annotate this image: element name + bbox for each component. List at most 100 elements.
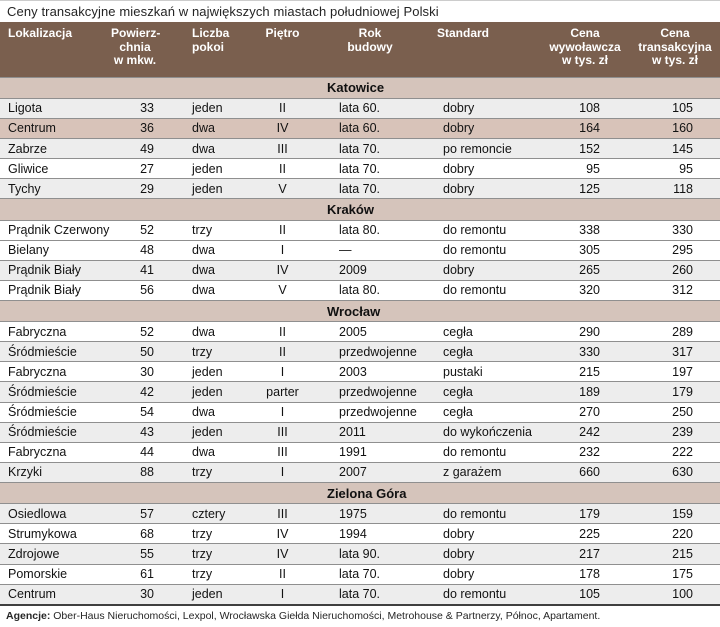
section-row-zielona-gora: Zielona Góra: [0, 482, 720, 504]
cell-cena-transakcyjna: 295: [672, 243, 693, 258]
cell-pietro: II: [279, 344, 286, 359]
cell-cena-wywolawcza: 152: [579, 141, 600, 156]
cell-pietro: III: [277, 445, 288, 460]
cell-pietro: III: [277, 506, 288, 521]
cell-lokalizacja: Fabryczna: [8, 364, 67, 379]
cell-rok-budowy: lata 70.: [339, 141, 381, 156]
cell-pietro: III: [277, 425, 288, 440]
cell-powierzchnia: 33: [140, 101, 154, 116]
cell-rok-budowy: lata 70.: [339, 587, 381, 602]
cell-cena-wywolawcza: 305: [579, 243, 600, 258]
cell-pietro: I: [280, 587, 285, 602]
cell-lokalizacja: Zdrojowe: [8, 546, 60, 561]
cell-cena-transakcyjna: 159: [672, 506, 693, 521]
cell-cena-transakcyjna: 145: [672, 141, 693, 156]
cell-powierzchnia: 88: [140, 465, 154, 480]
cell-cena-wywolawcza: 178: [579, 567, 600, 582]
source-note: Agencje: Ober-Haus Nieruchomości, Lexpol…: [0, 606, 720, 626]
cell-liczba-pokoi: dwa: [192, 283, 215, 298]
cell-liczba-pokoi: dwa: [192, 324, 215, 339]
table-header: Lokalizacja Powierz- chnia w mkw. Liczba p…: [0, 22, 720, 77]
column-header-lokalizacja: Lokalizacja: [8, 26, 73, 40]
cell-pietro: II: [279, 223, 286, 238]
cell-standard: dobry: [443, 567, 475, 582]
cell-cena-wywolawcza: 215: [579, 364, 600, 379]
cell-cena-transakcyjna: 317: [672, 344, 693, 359]
cell-powierzchnia: 36: [140, 121, 154, 136]
cell-pietro: IV: [276, 121, 289, 136]
cell-cena-wywolawcza: 290: [579, 324, 600, 339]
cell-cena-wywolawcza: 225: [579, 526, 600, 541]
cell-lokalizacja: Centrum: [8, 587, 56, 602]
column-header-pietro: Piętro: [265, 26, 300, 40]
cell-powierzchnia: 52: [140, 223, 154, 238]
cell-pietro: I: [280, 405, 285, 420]
cell-standard: dobry: [443, 181, 475, 196]
cell-powierzchnia: 48: [140, 243, 154, 258]
cell-lokalizacja: Ligota: [8, 101, 43, 116]
column-header-powierzchnia: Powierz- chnia w mkw.: [111, 26, 161, 67]
cell-liczba-pokoi: dwa: [192, 121, 215, 136]
cell-standard: cegła: [443, 405, 473, 420]
cell-standard: do remontu: [443, 506, 507, 521]
cell-pietro: parter: [266, 385, 299, 400]
cell-cena-wywolawcza: 232: [579, 445, 600, 460]
table-row: Fabryczna 30 jeden I 2003 pustaki 215 197: [0, 361, 720, 382]
header-row: Lokalizacja Powierz- chnia w mkw. Liczba p…: [0, 22, 720, 77]
cell-pietro: I: [280, 243, 285, 258]
table-row: Ligota 33 jeden II lata 60. dobry 108 105: [0, 98, 720, 119]
table-row: Śródmieście 42 jeden parter przedwojenne cegł…: [0, 381, 720, 403]
cell-rok-budowy: 2009: [339, 263, 367, 278]
cell-pietro: I: [280, 364, 285, 379]
cell-powierzchnia: 54: [140, 405, 154, 420]
cell-rok-budowy: lata 80.: [339, 223, 381, 238]
cell-rok-budowy: lata 90.: [339, 546, 381, 561]
section-row-katowice: Katowice: [0, 77, 720, 99]
table-row: Strumykowa 68 trzy IV 1994 dobry 225 220: [0, 523, 720, 544]
cell-standard: dobry: [443, 526, 475, 541]
cell-liczba-pokoi: dwa: [192, 405, 215, 420]
cell-powierzchnia: 30: [140, 364, 154, 379]
table-row: Pomorskie 61 trzy II lata 70. dobry 178 175: [0, 564, 720, 585]
cell-liczba-pokoi: trzy: [192, 223, 213, 238]
cell-lokalizacja: Prądnik Biały: [8, 283, 81, 298]
cell-rok-budowy: —: [339, 243, 352, 258]
cell-cena-transakcyjna: 160: [672, 121, 693, 136]
column-header-rok-budowy: Rok budowy: [347, 26, 393, 54]
cell-rok-budowy: 1991: [339, 445, 367, 460]
table-row: Zabrze 49 dwa III lata 70. po remoncie 152 145: [0, 138, 720, 159]
table-row: Fabryczna 44 dwa III 1991 do remontu 232 222: [0, 442, 720, 463]
cell-rok-budowy: przedwojenne: [339, 385, 417, 400]
cell-rok-budowy: 2011: [339, 425, 366, 440]
page-title: Ceny transakcyjne mieszkań w największyc…: [7, 4, 439, 19]
cell-standard: po remoncie: [443, 141, 512, 156]
cell-liczba-pokoi: trzy: [192, 526, 213, 541]
cell-standard: cegła: [443, 385, 473, 400]
table-row: Krzyki 88 trzy I 2007 z garażem 660 630: [0, 462, 720, 483]
cell-standard: do remontu: [443, 587, 507, 602]
cell-liczba-pokoi: trzy: [192, 344, 213, 359]
cell-lokalizacja: Śródmieście: [8, 344, 77, 359]
cell-standard: pustaki: [443, 364, 483, 379]
cell-cena-transakcyjna: 222: [672, 445, 693, 460]
cell-pietro: II: [279, 161, 286, 176]
cell-cena-transakcyjna: 630: [672, 465, 693, 480]
cell-rok-budowy: przedwojenne: [339, 405, 417, 420]
cell-cena-transakcyjna: 220: [672, 526, 693, 541]
cell-liczba-pokoi: jeden: [192, 181, 223, 196]
cell-standard: cegła: [443, 324, 473, 339]
cell-liczba-pokoi: jeden: [192, 385, 223, 400]
cell-pietro: III: [277, 141, 288, 156]
cell-pietro: IV: [276, 546, 289, 561]
section-title: Katowice: [0, 77, 720, 99]
cell-pietro: I: [280, 465, 285, 480]
cell-cena-wywolawcza: 265: [579, 263, 600, 278]
cell-standard: dobry: [443, 546, 475, 561]
cell-pietro: V: [278, 181, 287, 196]
cell-pietro: II: [279, 101, 286, 116]
cell-pietro: II: [279, 324, 286, 339]
cell-lokalizacja: Krzyki: [8, 465, 43, 480]
cell-rok-budowy: przedwojenne: [339, 344, 417, 359]
